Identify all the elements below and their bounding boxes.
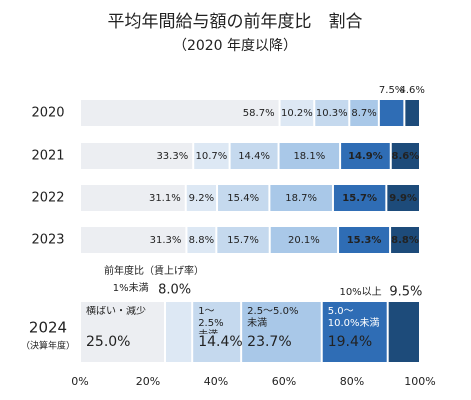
bar-segment <box>230 143 278 169</box>
y-tick-label: 2021 <box>31 149 64 164</box>
series-name: 2.5～5.0% 未満 <box>247 306 299 329</box>
bar-segment <box>405 100 419 126</box>
series-name: 1～2.5% 未満 <box>198 306 224 334</box>
value-label: 23.7% <box>247 334 291 350</box>
y-tick-label: 2022 <box>31 191 64 206</box>
value-label: 18.1% <box>293 151 325 162</box>
bar-segment <box>391 143 419 169</box>
x-tick-label: 80% <box>340 375 364 388</box>
value-label: 8.8% <box>391 235 419 246</box>
bar-segment <box>81 302 164 362</box>
series-name: 5.0～ 10.0%未満 <box>327 306 380 329</box>
bar-segment <box>388 302 419 362</box>
x-tick-label: 100% <box>404 375 435 388</box>
bar-segment <box>341 143 390 169</box>
series-name: 横ばい・減少 <box>86 306 146 317</box>
x-tick-label: 20% <box>136 375 160 388</box>
bar-segment <box>270 227 338 253</box>
value-label: 31.1% <box>149 193 181 204</box>
series-name: 2.5～5.0% 未満 <box>247 306 299 329</box>
y-tick-label: 2023 <box>31 233 64 248</box>
bar-segment <box>322 302 387 362</box>
bar-segment <box>280 100 314 126</box>
bar-segment <box>217 227 269 253</box>
bar-segment <box>379 100 404 126</box>
value-label: 10.2% <box>281 108 313 119</box>
value-label: 33.3% <box>156 151 188 162</box>
bar-segment <box>333 185 386 211</box>
bar-segment <box>194 143 229 169</box>
bar-segment <box>218 185 269 211</box>
value-label: 9.9% <box>389 193 417 204</box>
value-label: 18.7% <box>285 193 317 204</box>
x-tick-label: 0% <box>71 375 88 388</box>
value-label: 8.8% <box>189 235 214 246</box>
value-label: 9.2% <box>189 193 214 204</box>
series-name: 横ばい・減少 <box>86 306 146 317</box>
bar-segment <box>193 302 241 362</box>
bar-segment <box>166 302 192 362</box>
value-label: 10.3% <box>316 108 348 119</box>
category-note: （決算年度） <box>21 340 75 352</box>
bar-segment <box>187 227 216 253</box>
value-label: 15.7% <box>227 235 259 246</box>
y-tick-label: 2020 <box>31 106 64 121</box>
chart-subtitle: （2020 年度以降） <box>173 38 297 54</box>
value-label: 20.1% <box>288 235 320 246</box>
y-tick-label: 2024 <box>29 319 67 337</box>
value-label: 15.4% <box>227 193 259 204</box>
value-label: 25.0% <box>86 334 130 350</box>
annotation: 前年度比（賃上げ率） <box>104 264 204 277</box>
series-name: 5.0～ 10.0%未満 <box>327 306 380 329</box>
bar-segment <box>391 227 419 253</box>
value-label: 19.4% <box>328 334 372 350</box>
bar-segment <box>81 227 186 253</box>
value-label: 8.0% <box>158 283 191 298</box>
value-label: 15.7% <box>342 193 377 204</box>
value-label: 8.6% <box>392 151 420 162</box>
series-name: 1%未満 <box>113 282 149 294</box>
chart-title: 平均年間給与額の前年度比 割合 <box>108 12 363 32</box>
bar-segment <box>315 100 349 126</box>
x-tick-label: 60% <box>272 375 296 388</box>
value-label: 10.7% <box>196 151 228 162</box>
value-label: 14.4% <box>238 151 270 162</box>
value-label: 15.3% <box>347 235 382 246</box>
bar-segment <box>81 185 185 211</box>
value-label: 7.5% <box>379 85 404 96</box>
bar-segment <box>387 185 419 211</box>
bar-segment <box>81 100 279 126</box>
bar-segment <box>270 185 332 211</box>
value-label: 8.7% <box>351 108 376 119</box>
bar-segment <box>81 143 193 169</box>
bar-segment <box>242 302 321 362</box>
value-label: 14.4% <box>198 334 242 350</box>
value-label: 9.5% <box>389 285 422 300</box>
x-tick-label: 40% <box>204 375 228 388</box>
bar-segment <box>339 227 390 253</box>
series-name: 1～2.5% 未満 <box>198 306 224 334</box>
value-label: 4.6% <box>399 85 424 96</box>
bar-segment <box>279 143 340 169</box>
value-label: 14.9% <box>348 151 383 162</box>
value-label: 58.7% <box>243 108 275 119</box>
bar-segment <box>186 185 217 211</box>
series-name: 10%以上 <box>339 286 381 298</box>
bar-segment <box>350 100 378 126</box>
value-label: 31.3% <box>150 235 182 246</box>
